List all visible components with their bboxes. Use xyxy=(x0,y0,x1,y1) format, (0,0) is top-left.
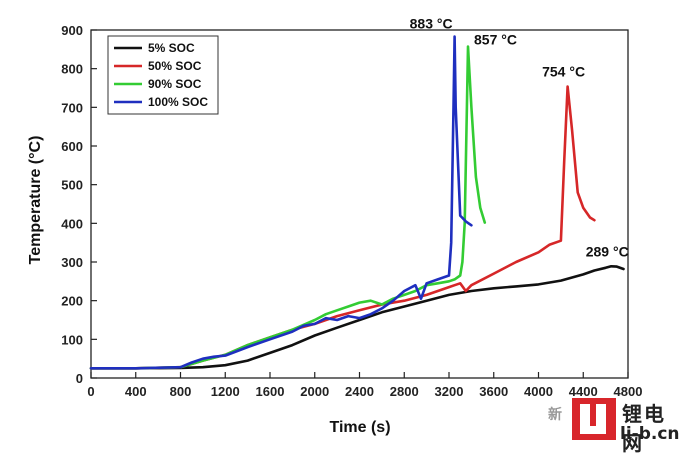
y-tick-label: 400 xyxy=(61,216,83,231)
peak-label: 754 °C xyxy=(542,63,585,79)
peak-label: 883 °C xyxy=(410,16,453,32)
x-tick-label: 0 xyxy=(87,384,94,399)
x-tick-label: 4400 xyxy=(569,384,598,399)
legend-label: 50% SOC xyxy=(148,59,202,73)
x-tick-label: 2000 xyxy=(300,384,329,399)
peak-label: 289 °C xyxy=(586,243,629,259)
annotation-layer: 883 °C 857 °C 754 °C 289 °C xyxy=(410,16,629,260)
y-axis-title: Temperature (°C) xyxy=(27,136,44,265)
x-axis-title: Time (s) xyxy=(329,419,390,436)
y-tick-label: 100 xyxy=(61,332,83,347)
y-tick-label: 0 xyxy=(76,371,83,386)
y-tick-label: 200 xyxy=(61,294,83,309)
x-tick-label: 1200 xyxy=(211,384,240,399)
y-tick-label: 700 xyxy=(61,100,83,115)
x-tick-label: 800 xyxy=(170,384,192,399)
axes-layer: 0 400 800 1200 1600 2000 2400 2800 3200 3600 4000 4… xyxy=(61,23,642,399)
x-tick-label: 3600 xyxy=(479,384,508,399)
series-layer xyxy=(89,35,625,370)
series-line-90-soc xyxy=(89,45,487,370)
legend-label: 5% SOC xyxy=(148,41,195,55)
y-tick-label: 500 xyxy=(61,178,83,193)
y-tick-label: 900 xyxy=(61,23,83,38)
x-tick-label: 2400 xyxy=(345,384,374,399)
series-line-5-soc xyxy=(89,264,625,370)
legend-label: 100% SOC xyxy=(148,95,208,109)
brand-logo-icon xyxy=(572,398,616,440)
y-tick-label: 300 xyxy=(61,255,83,270)
y-tick-label: 600 xyxy=(61,139,83,154)
wechat-watermark-text: 新 xyxy=(548,407,562,423)
watermark-domain: li-b.cn xyxy=(620,424,680,444)
series-line-100-soc xyxy=(89,35,473,370)
x-tick-label: 4800 xyxy=(614,384,643,399)
x-tick-label: 1600 xyxy=(256,384,285,399)
y-tick-label: 800 xyxy=(61,62,83,77)
legend-label: 90% SOC xyxy=(148,77,202,91)
legend: 5% SOC 50% SOC 90% SOC 100% SOC xyxy=(107,35,219,115)
x-tick-label: 2800 xyxy=(390,384,419,399)
x-tick-label: 4000 xyxy=(524,384,553,399)
peak-label: 857 °C xyxy=(474,32,517,48)
x-tick-label: 400 xyxy=(125,384,147,399)
x-tick-label: 3200 xyxy=(435,384,464,399)
